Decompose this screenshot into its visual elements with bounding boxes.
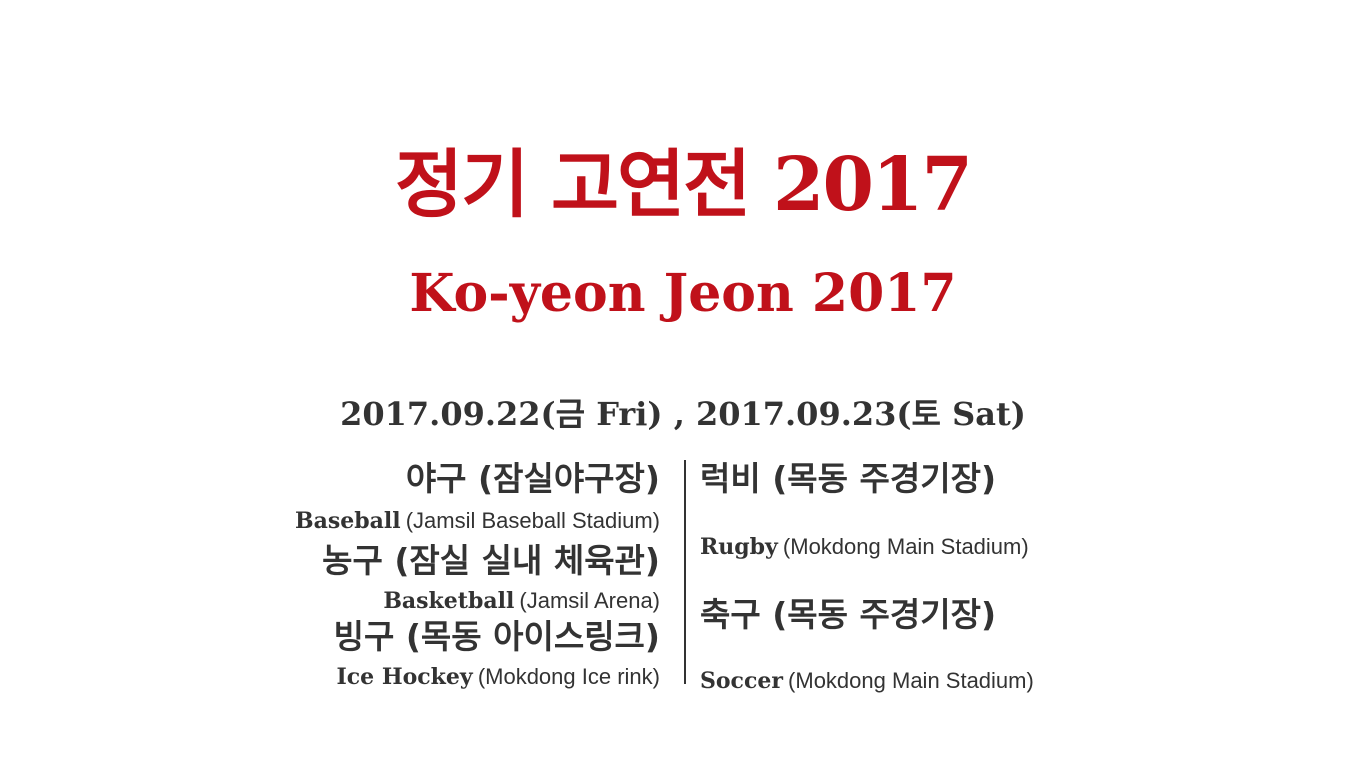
rugby-name-en: Rugby <box>700 534 778 560</box>
basketball-subtitle: Basketball (Jamsil Arena) <box>383 588 660 614</box>
rugby-title-ko: 럭비 (목동 주경기장) <box>700 459 997 498</box>
icehockey-subtitle: Ice Hockey (Mokdong Ice rink) <box>336 664 660 690</box>
basketball-venue-en: (Jamsil Arena) <box>519 588 660 613</box>
icehockey-name-en: Ice Hockey <box>336 664 473 690</box>
basketball-name-en: Basketball <box>383 588 515 614</box>
soccer-subtitle: Soccer (Mokdong Main Stadium) <box>700 668 1034 694</box>
soccer-title-ko: 축구 (목동 주경기장) <box>700 595 997 634</box>
title-korean: 정기 고연전 2017 <box>395 142 973 228</box>
baseball-name-en: Baseball <box>295 508 401 534</box>
soccer-name-en: Soccer <box>700 668 783 694</box>
icehockey-title-ko: 빙구 (목동 아이스링크) <box>333 617 660 656</box>
baseball-title-ko: 야구 (잠실야구장) <box>405 459 660 498</box>
event-dates: 2017.09.22(금 Fri) , 2017.09.23(토 Sat) <box>340 395 1026 433</box>
basketball-title-ko: 농구 (잠실 실내 체육관) <box>322 541 660 580</box>
baseball-venue-en: (Jamsil Baseball Stadium) <box>405 508 660 533</box>
column-divider <box>684 460 686 684</box>
left-games-column: 야구 (잠실야구장) Baseball (Jamsil Baseball Sta… <box>180 462 660 702</box>
title-english: Ko-yeon Jeon 2017 <box>409 263 957 324</box>
soccer-venue-en: (Mokdong Main Stadium) <box>788 668 1034 693</box>
right-games-column: 럭비 (목동 주경기장) Rugby (Mokdong Main Stadium… <box>700 462 1180 702</box>
rugby-subtitle: Rugby (Mokdong Main Stadium) <box>700 534 1029 560</box>
rugby-venue-en: (Mokdong Main Stadium) <box>782 534 1029 559</box>
icehockey-venue-en: (Mokdong Ice rink) <box>477 664 660 689</box>
baseball-subtitle: Baseball (Jamsil Baseball Stadium) <box>295 508 660 534</box>
